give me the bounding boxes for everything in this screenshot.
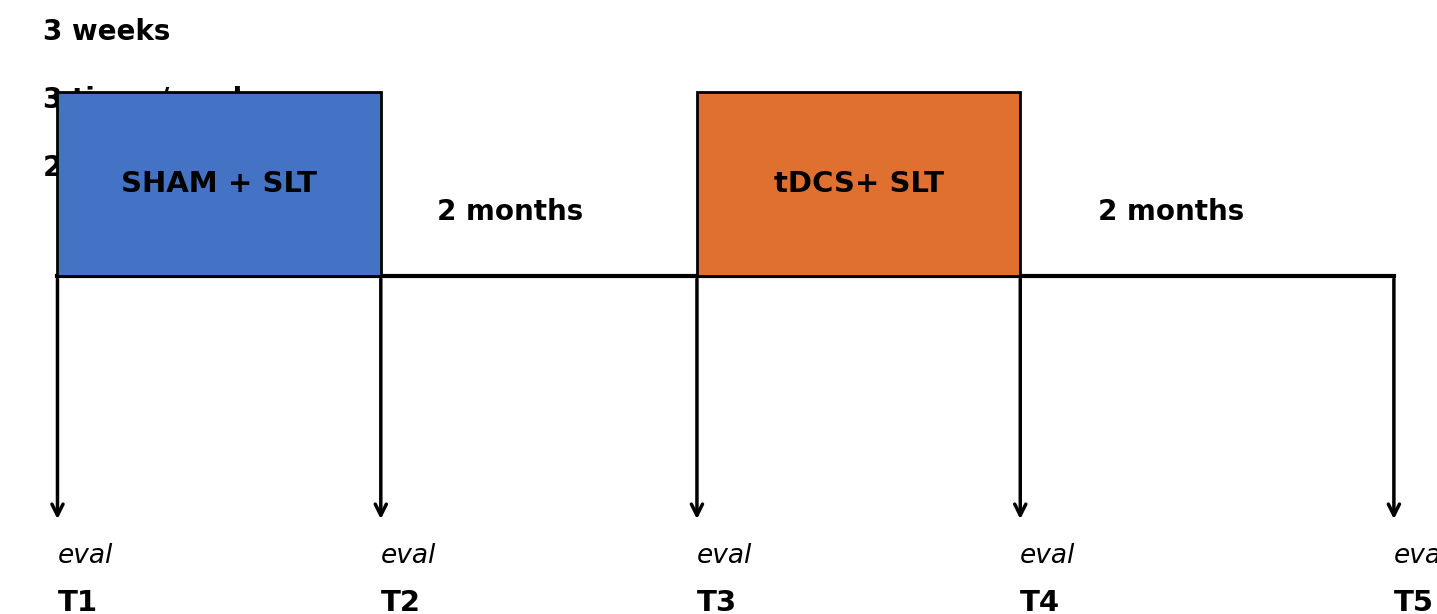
Text: T2: T2 [381,589,421,614]
Text: tDCS+ SLT: tDCS+ SLT [773,170,944,198]
Text: T4: T4 [1020,589,1061,614]
Bar [57,92,381,276]
Bar [697,92,1020,276]
Text: T5: T5 [1394,589,1434,614]
Text: 20 min 2 mA: 20 min 2 mA [43,154,239,182]
Text: eval: eval [381,543,437,569]
Text: eval: eval [57,543,114,569]
Text: 3 times/week: 3 times/week [43,86,251,114]
Text: SHAM + SLT: SHAM + SLT [121,170,318,198]
Text: 2 months: 2 months [1098,198,1244,226]
Text: eval: eval [1394,543,1437,569]
Text: T1: T1 [57,589,98,614]
Text: 3 weeks: 3 weeks [43,18,171,47]
Text: 2 months: 2 months [437,198,583,226]
Text: T3: T3 [697,589,737,614]
Text: eval: eval [1020,543,1076,569]
Text: eval: eval [697,543,753,569]
